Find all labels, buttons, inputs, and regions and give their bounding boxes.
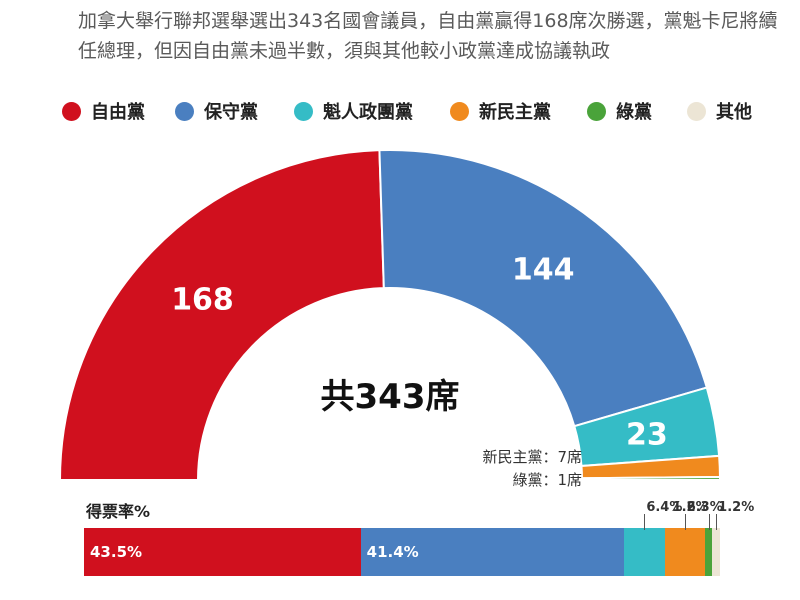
vote-segment-ndp bbox=[664, 528, 706, 576]
legend-item-other: 其他 bbox=[687, 98, 752, 124]
chart-subtitle: 加拿大舉行聯邦選舉選出343名國會議員，自由黨贏得168席次勝選，黨魁卡尼將續任… bbox=[78, 10, 778, 62]
legend-item-ndp: 新民主黨 bbox=[450, 98, 551, 124]
seat-label-liberal: 168 bbox=[171, 282, 234, 317]
vote-segment-conservative: 41.4% bbox=[360, 528, 625, 576]
seat-slice-conservative bbox=[378, 149, 709, 428]
vote-segment-green bbox=[704, 528, 713, 576]
legend-item-conservative: 保守黨 bbox=[175, 98, 258, 124]
legend-label-bloc: 魁人政團黨 bbox=[323, 102, 413, 123]
vote-tick-green bbox=[708, 514, 710, 530]
green-seat-annotation: 綠黨：1席 bbox=[512, 471, 582, 489]
legend-label-liberal: 自由黨 bbox=[91, 102, 145, 123]
seat-labels: 168 144 23 bbox=[171, 253, 668, 453]
legend-item-liberal: 自由黨 bbox=[62, 98, 145, 124]
vote-label-ndp: 6.3% bbox=[686, 500, 723, 515]
vote-tick-bloc bbox=[644, 514, 646, 530]
vote-label-liberal: 43.5% bbox=[90, 543, 143, 561]
seat-semicircle-chart: 168 144 23 共343席 新民主黨：7席 綠黨：1席 bbox=[58, 149, 722, 489]
vote-share-title: 得票率% bbox=[86, 502, 151, 521]
vote-segment-bloc bbox=[623, 528, 666, 576]
legend-swatch-ndp bbox=[450, 101, 469, 121]
vote-label-bloc: 6.4% bbox=[646, 500, 683, 515]
seat-slice-green bbox=[580, 475, 722, 481]
seat-label-bloc: 23 bbox=[626, 418, 668, 453]
vote-label-conservative: 41.4% bbox=[366, 543, 419, 561]
vote-label-green: 1.2% bbox=[672, 500, 709, 515]
legend-item-green: 綠黨 bbox=[587, 98, 652, 124]
vote-label-other: 1.2% bbox=[718, 500, 755, 515]
legend-swatch-green bbox=[587, 101, 606, 121]
legend-swatch-liberal bbox=[62, 101, 81, 121]
legend-swatch-bloc bbox=[294, 101, 313, 121]
seat-slices bbox=[58, 149, 722, 481]
legend-swatch-other bbox=[687, 101, 706, 121]
vote-segment-other bbox=[712, 528, 720, 576]
legend-label-other: 其他 bbox=[716, 102, 752, 123]
vote-tick-other bbox=[716, 514, 718, 530]
seat-label-conservative: 144 bbox=[512, 253, 575, 288]
vote-share-bar: 43.5% 41.4% bbox=[84, 528, 720, 576]
total-seats-label: 共343席 bbox=[321, 377, 460, 417]
legend-label-conservative: 保守黨 bbox=[204, 102, 258, 123]
legend-swatch-conservative bbox=[175, 101, 194, 121]
ndp-seat-annotation: 新民主黨：7席 bbox=[482, 448, 582, 466]
legend-label-green: 綠黨 bbox=[616, 102, 652, 123]
seat-slice-liberal bbox=[58, 149, 385, 481]
legend-item-bloc: 魁人政團黨 bbox=[294, 98, 413, 124]
legend-label-ndp: 新民主黨 bbox=[479, 102, 551, 123]
vote-tick-ndp bbox=[684, 514, 686, 530]
vote-segment-liberal: 43.5% bbox=[84, 528, 362, 576]
